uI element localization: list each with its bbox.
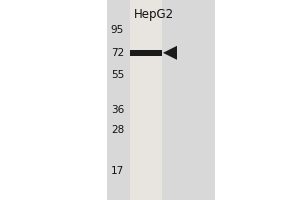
Polygon shape [163, 46, 177, 60]
Bar [107, 0, 215, 200]
Bar [130, 50, 162, 56]
Text: 95: 95 [111, 25, 124, 35]
Text: 28: 28 [111, 125, 124, 135]
Bar [130, 0, 162, 200]
Text: 17: 17 [111, 166, 124, 176]
Text: 55: 55 [111, 70, 124, 80]
Text: 36: 36 [111, 105, 124, 115]
Text: HepG2: HepG2 [134, 8, 174, 21]
Text: 72: 72 [111, 48, 124, 58]
